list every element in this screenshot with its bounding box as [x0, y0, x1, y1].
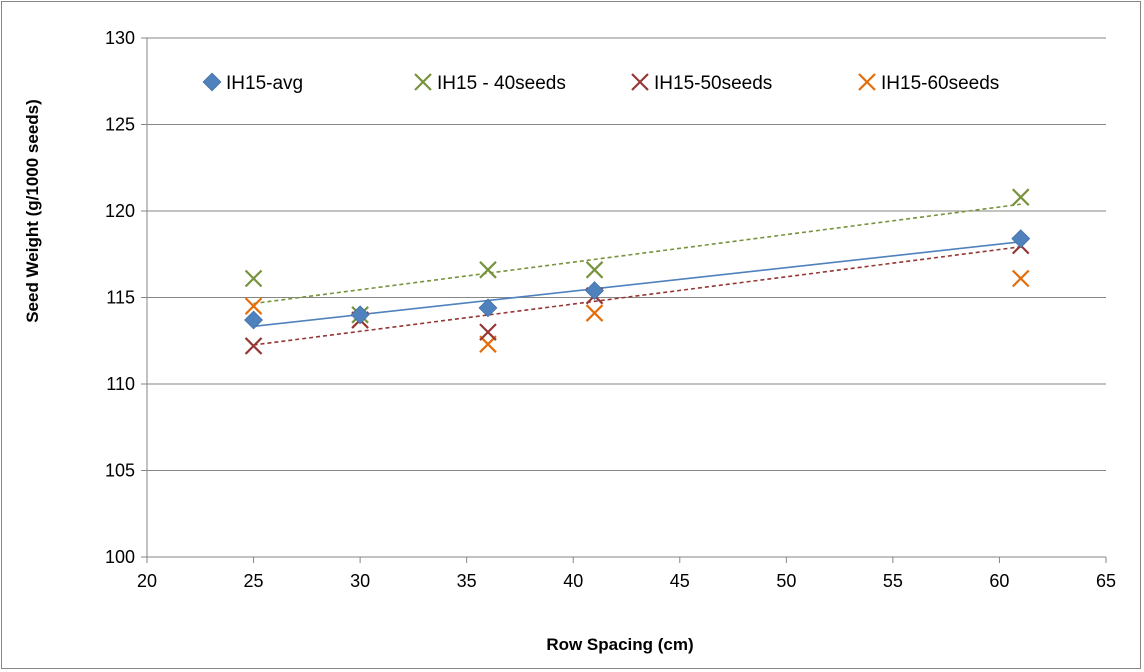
data-point	[244, 269, 263, 288]
legend-label: IH15-60seeds	[881, 73, 999, 94]
x-tick-label: 35	[457, 571, 477, 591]
data-point	[1011, 269, 1030, 288]
legend-item: IH15-50seeds	[631, 73, 772, 94]
y-tick-label: 110	[106, 374, 135, 394]
x-tick-label: 55	[883, 571, 903, 591]
legend-marker	[858, 73, 876, 91]
data-point	[478, 298, 498, 318]
axes	[141, 37, 1107, 563]
x-tick-labels: 20 25 30 35 40 45 50 55 60 65	[137, 571, 1116, 591]
x-tick-label: 40	[563, 571, 583, 591]
data-point	[1011, 188, 1030, 206]
x-tick-label: 25	[244, 571, 264, 591]
legend-marker	[414, 73, 432, 91]
data-point	[479, 323, 497, 341]
y-tick-label: 130	[105, 28, 135, 48]
trendlines	[253, 203, 1021, 346]
legend-item: IH15-60seeds	[858, 73, 999, 94]
y-tick-label: 125	[105, 115, 135, 135]
legend-marker	[202, 72, 222, 92]
legend-label: IH15-50seeds	[654, 73, 772, 94]
data-point	[350, 305, 370, 325]
data-point	[585, 261, 604, 279]
data-point	[244, 310, 263, 330]
legend: IH15-avg IH15 - 40seeds IH15-50seeds IH15-6…	[202, 72, 999, 94]
x-tick-label: 30	[350, 571, 370, 591]
y-tick-label: 120	[105, 201, 135, 221]
x-axis-title: Row Spacing (cm)	[546, 635, 693, 654]
legend-item: IH15-avg	[202, 72, 303, 94]
legend-label: IH15 - 40seeds	[437, 73, 566, 94]
y-axis-title: Seed Weight (g/1000 seeds)	[23, 99, 42, 323]
grid-lines	[147, 37, 1106, 471]
data-point	[585, 304, 604, 322]
data-point	[585, 281, 604, 301]
trendline	[253, 245, 1021, 346]
legend-marker	[631, 73, 649, 91]
x-tick-label: 65	[1096, 571, 1116, 591]
y-tick-label: 100	[105, 547, 135, 567]
legend-label: IH15-avg	[226, 73, 303, 94]
y-tick-label: 105	[105, 461, 135, 481]
data-points	[244, 188, 1031, 355]
x-tick-label: 45	[670, 571, 690, 591]
trendline	[253, 203, 1021, 305]
legend-item: IH15 - 40seeds	[414, 73, 566, 94]
x-tick-label: 60	[989, 571, 1009, 591]
trendline	[253, 240, 1021, 328]
y-tick-label: 115	[106, 288, 135, 308]
y-tick-labels: 100 105 110 115 120 125 130	[105, 28, 135, 567]
x-tick-label: 20	[137, 571, 157, 591]
data-point	[479, 261, 497, 279]
x-tick-label: 50	[776, 571, 796, 591]
data-point	[244, 297, 263, 315]
data-point	[244, 337, 263, 355]
data-point	[1011, 229, 1031, 249]
